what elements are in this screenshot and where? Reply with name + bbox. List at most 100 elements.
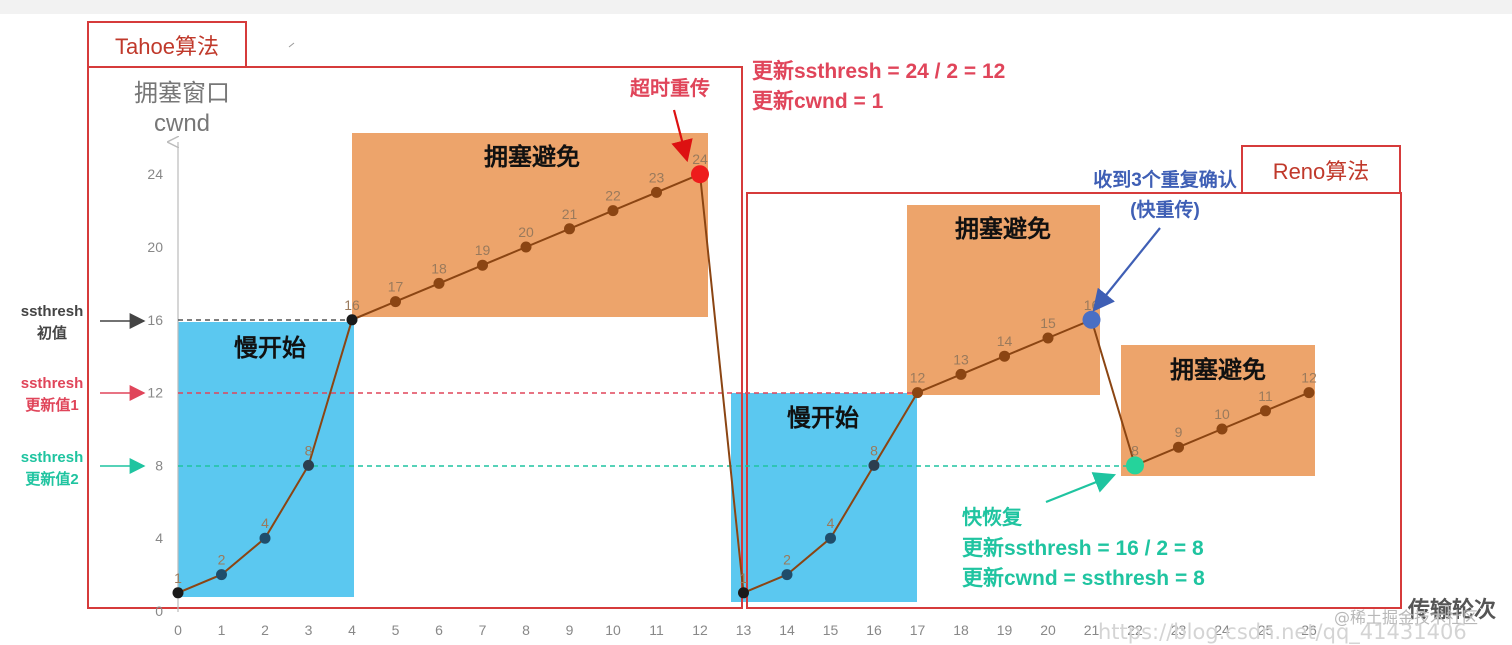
tahoe-congestion-avoidance-label: 拥塞避免 xyxy=(484,143,580,171)
fast-recovery-note-line1: 更新ssthresh = 16 / 2 = 8 xyxy=(962,536,1204,560)
data-label: 8 xyxy=(305,442,313,458)
data-label: 23 xyxy=(649,169,665,185)
data-point xyxy=(825,532,836,544)
tahoe-frame xyxy=(87,66,743,609)
reno-algorithm-label: Reno算法 xyxy=(1241,145,1401,194)
x-tick-label: 5 xyxy=(392,622,400,638)
dupack-label-line1: 收到3个重复确认 xyxy=(1093,168,1237,191)
data-point xyxy=(1042,332,1054,344)
x-axis-title: 传输轮次 xyxy=(1407,597,1496,622)
data-point xyxy=(477,259,488,271)
top-strip xyxy=(0,0,1512,14)
data-label: 24 xyxy=(692,151,708,167)
data-label: 12 xyxy=(910,370,926,386)
ssthresh-update2-label-line1: ssthresh xyxy=(21,449,84,466)
fast-recovery-label: 快恢复 xyxy=(962,505,1023,529)
reno-congestion-avoidance-label-2: 拥塞避免 xyxy=(1170,356,1266,384)
timeout-arrow xyxy=(671,109,693,163)
timeout-note-line1: 更新ssthresh = 24 / 2 = 12 xyxy=(752,59,1005,83)
x-tick-label: 13 xyxy=(736,622,752,638)
x-tick-label: 4 xyxy=(348,622,356,638)
data-label: 9 xyxy=(1175,424,1183,440)
y-tick-label: 8 xyxy=(155,457,163,473)
data-label: 21 xyxy=(562,206,578,222)
stray-mark xyxy=(288,42,295,48)
data-point xyxy=(738,587,749,599)
y-tick-label: 4 xyxy=(155,530,163,546)
x-tick-label: 14 xyxy=(779,622,795,638)
data-label: 17 xyxy=(388,279,404,295)
x-tick-label: 22 xyxy=(1127,622,1143,638)
y-tick-label: 12 xyxy=(147,385,163,401)
x-tick-label: 3 xyxy=(305,622,313,638)
x-tick-label: 26 xyxy=(1301,622,1317,638)
data-label: 11 xyxy=(1258,388,1273,404)
x-tick-label: 16 xyxy=(866,622,882,638)
data-label: 4 xyxy=(261,515,269,531)
y-axis-title-line2: cwnd xyxy=(154,110,210,137)
watermark-line1: @稀土掘金技术社区 xyxy=(1334,608,1479,627)
data-point xyxy=(303,459,314,471)
data-point xyxy=(520,241,532,253)
data-point xyxy=(1216,423,1228,435)
x-tick-label: 25 xyxy=(1258,622,1274,638)
fast-recovery-point xyxy=(1126,456,1144,475)
y-tick-label: 20 xyxy=(147,239,163,255)
reno-frame xyxy=(746,192,1402,609)
reno-congestion-avoidance-region-2 xyxy=(1121,345,1315,476)
timeout-label: 超时重传 xyxy=(629,76,710,100)
data-point xyxy=(955,368,967,380)
data-label: 20 xyxy=(518,224,534,240)
y-tick-label: 16 xyxy=(147,312,163,328)
x-tick-label: 9 xyxy=(566,622,574,638)
dupack-arrow xyxy=(1092,227,1161,312)
y-tick-label: 0 xyxy=(155,603,163,619)
reno-congestion-avoidance-label-1: 拥塞避免 xyxy=(955,215,1051,243)
reno-slow-start-region xyxy=(731,393,917,602)
x-tick-label: 0 xyxy=(174,622,182,638)
data-point xyxy=(172,587,184,599)
x-tick-label: 12 xyxy=(692,622,708,638)
x-tick-label: 1 xyxy=(218,622,226,638)
dupack-label-line2: (快重传) xyxy=(1130,198,1200,221)
timeout-note-line2: 更新cwnd = 1 xyxy=(752,89,884,113)
data-label: 10 xyxy=(1214,406,1230,422)
fast-recovery-note-line2: 更新cwnd = ssthresh = 8 xyxy=(962,566,1205,590)
data-point xyxy=(346,314,358,326)
data-point xyxy=(912,387,923,399)
x-tick-label: 17 xyxy=(910,622,926,638)
ssthresh-update1-label-line1: ssthresh xyxy=(21,375,84,392)
data-label: 1 xyxy=(740,570,748,586)
x-tick-label: 20 xyxy=(1040,622,1056,638)
data-label: 22 xyxy=(605,188,621,204)
x-tick-label: 19 xyxy=(997,622,1013,638)
data-label: 1 xyxy=(174,570,182,586)
ssthresh-initial-label-line1: ssthresh xyxy=(21,303,84,320)
data-point xyxy=(607,205,619,217)
data-label: 12 xyxy=(1301,370,1317,386)
x-tick-label: 18 xyxy=(953,622,969,638)
x-tick-label: 15 xyxy=(823,622,839,638)
fast-recovery-arrow xyxy=(1045,472,1117,504)
y-tick-label: 24 xyxy=(147,166,163,182)
data-label: 4 xyxy=(827,515,835,531)
data-point xyxy=(868,459,880,471)
x-tick-label: 2 xyxy=(261,622,269,638)
data-label: 2 xyxy=(783,552,791,568)
data-point xyxy=(564,223,575,235)
data-label: 15 xyxy=(1040,315,1056,331)
timeout-point xyxy=(691,165,709,184)
tahoe-slow-start-region xyxy=(178,322,354,597)
ssthresh-update1-label-line2: 更新值1 xyxy=(25,396,78,414)
x-tick-label: 21 xyxy=(1084,622,1100,638)
data-point xyxy=(433,277,445,289)
x-tick-label: 24 xyxy=(1214,622,1230,638)
tahoe-slow-start-label: 慢开始 xyxy=(234,334,306,362)
x-tick-label: 11 xyxy=(649,622,664,638)
ssthresh-update2-label-line2: 更新值2 xyxy=(25,470,78,488)
data-label: 14 xyxy=(997,333,1013,349)
tahoe-algorithm-label: Tahoe算法 xyxy=(87,21,247,68)
watermark-line2: https://blog.csdn.net/qq_41431406 xyxy=(1098,620,1467,644)
data-label: 16 xyxy=(344,297,360,313)
data-label: 18 xyxy=(431,260,447,276)
